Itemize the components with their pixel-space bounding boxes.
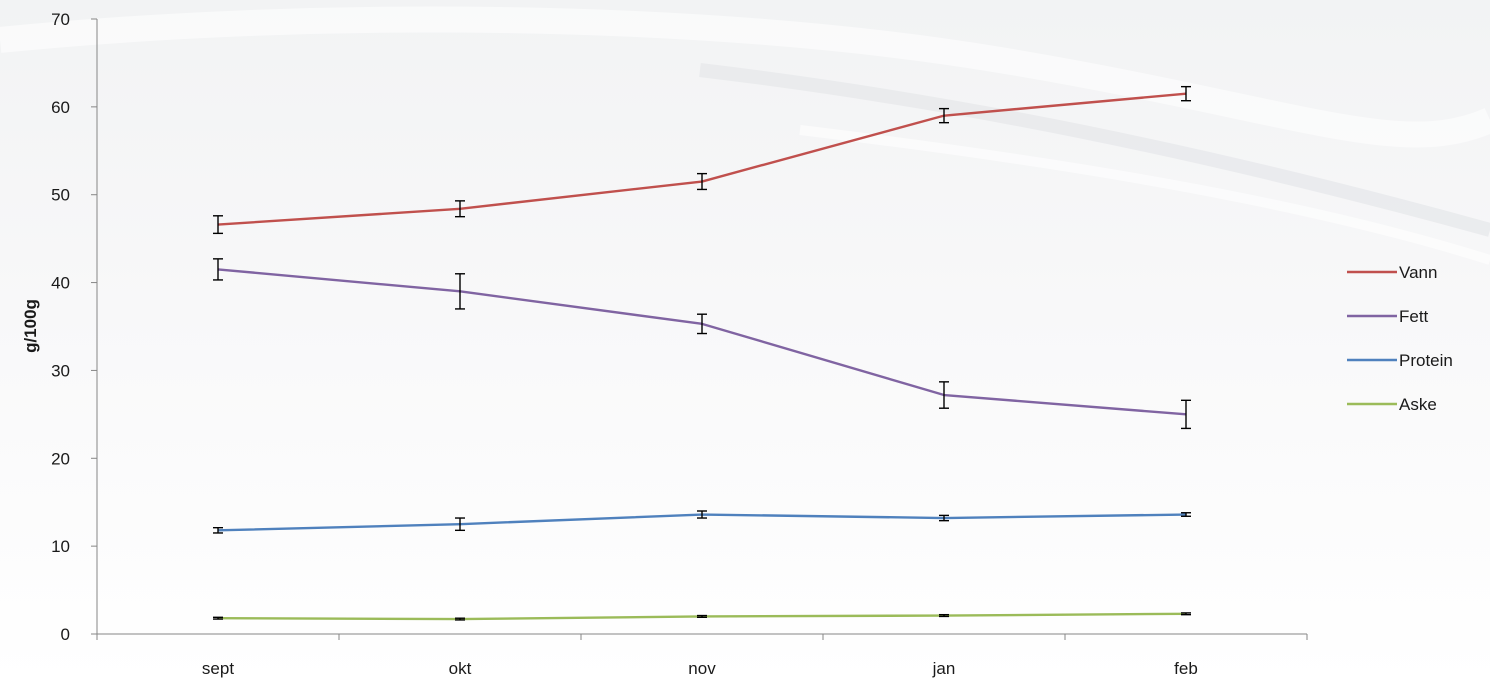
x-tick-label: sept [202,659,234,678]
y-axis-title: g/100g [21,299,40,353]
legend-label: Aske [1399,395,1437,414]
legend-label: Protein [1399,351,1453,370]
series-aske [213,612,1191,621]
y-tick-label: 20 [51,449,70,468]
y-axis-title-group: g/100g [21,299,40,353]
series-line [217,268,1187,416]
y-tick-label: 60 [51,98,70,117]
legend: Vann Fett Protein Aske [1347,263,1453,414]
y-tick-label: 50 [51,186,70,205]
y-tick-label: 70 [51,10,70,29]
y-tick-label: 30 [51,361,70,380]
x-tick-label: feb [1174,659,1198,678]
legend-label: Fett [1399,307,1429,326]
x-tick-label: nov [688,659,716,678]
legend-label: Vann [1399,263,1437,282]
y-tick-label: 10 [51,537,70,556]
y-tick-label: 0 [61,625,70,644]
series-vann [213,85,1191,235]
chart-background [0,6,1490,265]
y-tick-label: 40 [51,274,70,293]
x-tick-label: okt [449,659,472,678]
series-layer [213,85,1191,621]
x-tick-label: jan [932,659,956,678]
series-protein [213,510,1191,534]
series-fett [213,258,1191,430]
axes: 0 10 20 30 40 50 60 70 sept okt nov jan feb [51,10,1308,678]
